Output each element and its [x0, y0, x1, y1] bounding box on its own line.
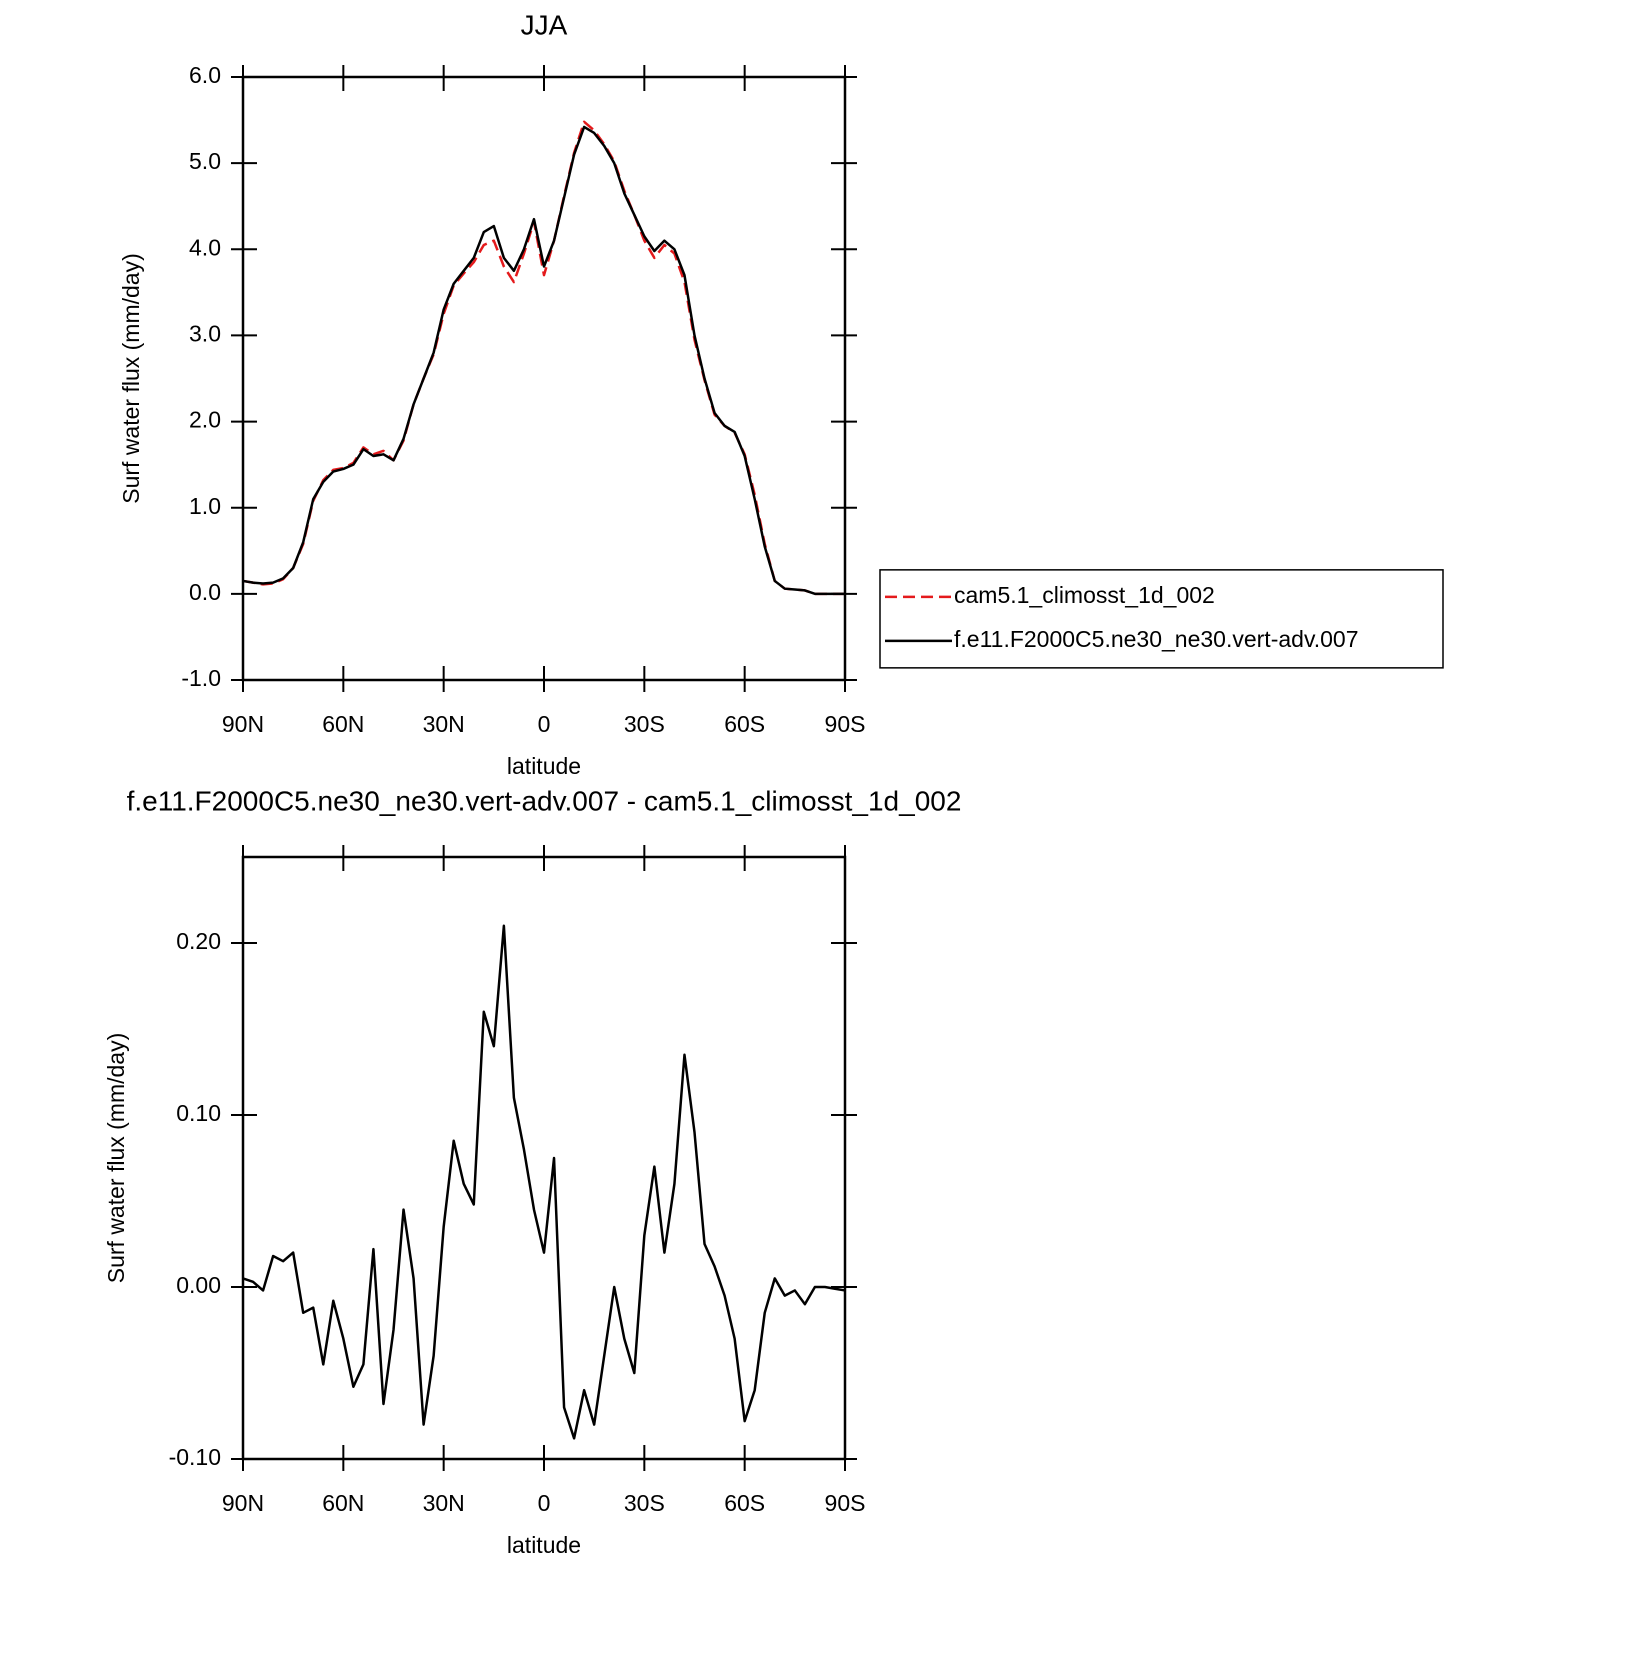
y-tick-label: 5.0: [189, 148, 221, 174]
data-line: [242, 924, 846, 1440]
y-tick-label: 0.10: [176, 1100, 221, 1126]
y-tick-label: 2.0: [189, 407, 221, 433]
x-tick-label: 60N: [322, 1490, 364, 1516]
y-tick-label: -1.0: [181, 665, 221, 691]
x-tick-label: 60N: [322, 711, 364, 737]
x-tick-label: 30N: [423, 1490, 465, 1516]
y-tick-label: 0.00: [176, 1272, 221, 1298]
y-tick-label: 0.0: [189, 579, 221, 605]
y-axis-label: Surf water flux (mm/day): [103, 1033, 129, 1284]
x-tick-label: 90S: [825, 711, 866, 737]
x-tick-label: 0: [538, 1490, 551, 1516]
chart-title: JJA: [521, 9, 568, 40]
x-tick-label: 90N: [222, 1490, 264, 1516]
x-tick-label: 60S: [724, 1490, 765, 1516]
x-tick-label: 60S: [724, 711, 765, 737]
x-tick-label: 0: [538, 711, 551, 737]
x-tick-label: 30S: [624, 711, 665, 737]
legend-box: [879, 569, 1444, 669]
x-tick-label: 30S: [624, 1490, 665, 1516]
y-tick-label: -0.10: [169, 1444, 221, 1470]
chart-title: f.e11.F2000C5.ne30_ne30.vert-adv.007 - c…: [127, 785, 962, 816]
y-tick-label: 3.0: [189, 321, 221, 347]
x-tick-label: 90S: [825, 1490, 866, 1516]
data-line: [242, 120, 845, 596]
y-tick-label: 1.0: [189, 493, 221, 519]
plot-frame: [241, 75, 847, 682]
legend-label: cam5.1_climosst_1d_002: [954, 582, 1215, 608]
x-axis-label: latitude: [507, 1532, 581, 1558]
y-tick-label: 6.0: [189, 62, 221, 88]
x-axis-label: latitude: [507, 753, 581, 779]
data-line: [242, 125, 845, 596]
legend-label: f.e11.F2000C5.ne30_ne30.vert-adv.007: [954, 626, 1359, 652]
x-tick-label: 90N: [222, 711, 264, 737]
y-axis-label: Surf water flux (mm/day): [118, 253, 144, 504]
x-tick-label: 30N: [423, 711, 465, 737]
plot-frame: [241, 855, 847, 1461]
y-tick-label: 0.20: [176, 928, 221, 954]
y-tick-label: 4.0: [189, 234, 221, 260]
